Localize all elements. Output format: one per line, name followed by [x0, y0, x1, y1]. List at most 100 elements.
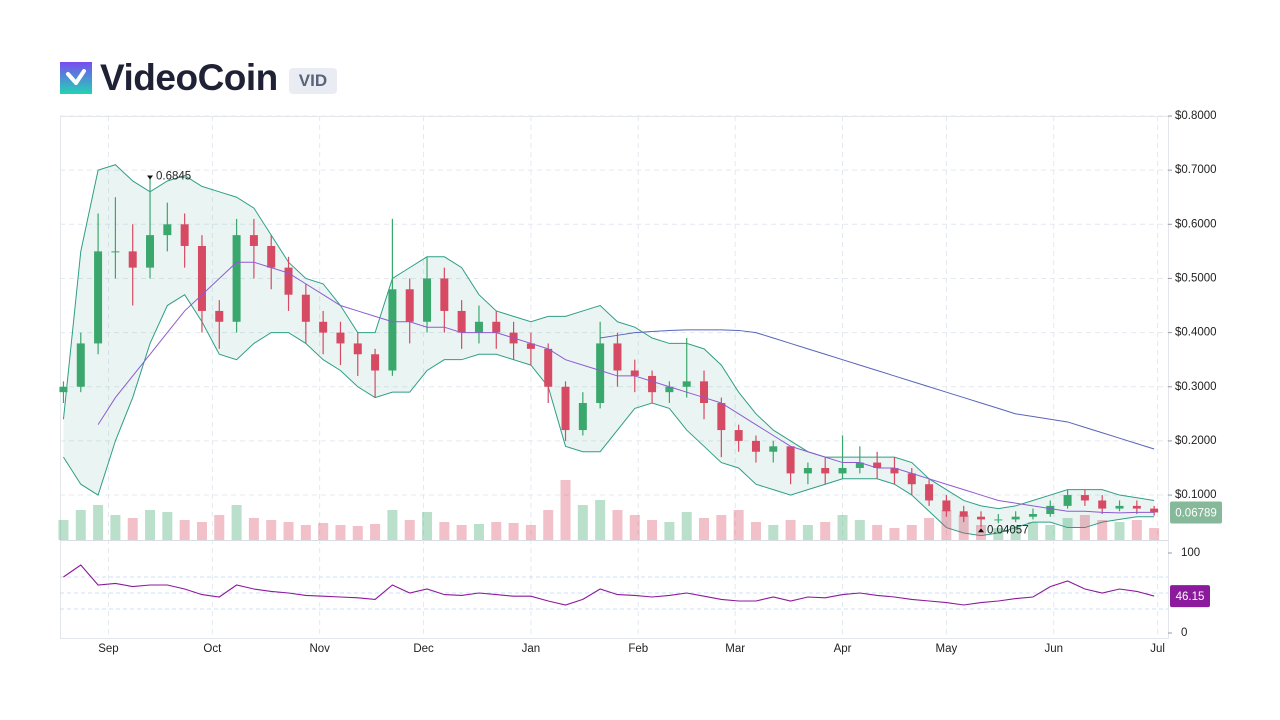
candle-body — [1063, 495, 1072, 506]
candle-body — [76, 343, 85, 387]
candle-body — [544, 348, 553, 387]
volume-bar — [993, 528, 1004, 540]
volume-bar — [110, 515, 121, 540]
candle-body — [578, 402, 587, 431]
bollinger-fill — [63, 164, 1155, 536]
volume-bar — [525, 525, 536, 540]
candle-body — [336, 332, 345, 344]
y-tick-label: $0.3000 — [1175, 381, 1217, 393]
ma-short — [97, 261, 1155, 514]
volume-bar — [335, 525, 346, 540]
volume-bar — [473, 524, 484, 540]
candle-body — [682, 381, 691, 387]
candle-body — [942, 500, 951, 512]
candle-body — [977, 516, 986, 520]
volume-bar — [231, 505, 242, 540]
candle-body — [215, 310, 224, 322]
candle-body — [665, 386, 674, 393]
y-tick-label: $0.6000 — [1175, 218, 1217, 230]
volume-bar — [560, 480, 571, 540]
volume-bar — [958, 515, 969, 540]
volume-bar — [785, 520, 796, 540]
volume-bar — [820, 522, 831, 540]
volume-bar — [93, 505, 104, 540]
volume-bar — [872, 525, 883, 540]
volume-bar — [75, 510, 86, 540]
candle-body — [1132, 505, 1141, 509]
low-annotation: 0.04057 — [987, 524, 1029, 536]
rsi-line — [63, 564, 1155, 606]
x-tick-label: Dec — [413, 643, 434, 655]
volume-bar — [647, 520, 658, 540]
high-annotation: 0.6845 — [156, 171, 191, 183]
volume-bar — [456, 525, 467, 540]
candle-body — [319, 321, 328, 333]
volume-bar — [681, 512, 692, 540]
candle-body — [232, 235, 241, 322]
candle-body — [301, 294, 310, 322]
candle-body — [405, 289, 414, 322]
candle-body — [440, 278, 449, 311]
y-tick-label: $0.7000 — [1175, 164, 1217, 176]
candle-body — [146, 235, 155, 268]
bollinger-lower — [63, 294, 1155, 537]
volume-bar — [889, 528, 900, 540]
candle-body — [821, 467, 830, 474]
candle-body — [561, 386, 570, 431]
x-tick-label: Oct — [203, 643, 222, 655]
volume-bar — [266, 520, 277, 540]
volume-bar — [941, 510, 952, 540]
candle-body — [1011, 516, 1020, 520]
price-badge — [1170, 501, 1222, 524]
volume-bar — [612, 510, 623, 540]
candle-body — [457, 310, 466, 333]
candle-body — [700, 381, 709, 403]
x-tick-label: Nov — [309, 643, 330, 655]
volume-bar — [733, 510, 744, 540]
volume-bar — [162, 512, 173, 540]
candle-body — [59, 386, 68, 393]
candle-body — [128, 251, 137, 268]
candle-body — [959, 511, 968, 517]
candle-body — [492, 321, 501, 333]
volume-bar — [214, 515, 225, 540]
volume-bar — [1045, 525, 1056, 540]
candle-body — [734, 430, 743, 441]
volume-bar — [924, 518, 935, 540]
volume-bar — [248, 518, 259, 540]
volume-bar — [439, 522, 450, 540]
volume-bar — [664, 522, 675, 540]
candle-body — [1046, 505, 1055, 515]
volume-bar — [1010, 526, 1021, 540]
candle-body — [613, 343, 622, 371]
volume-bar — [699, 518, 710, 540]
volume-bar — [595, 500, 606, 540]
bollinger-upper — [62, 164, 1155, 510]
x-tick-label: Sep — [98, 643, 118, 655]
candle-body — [994, 519, 1003, 521]
header: VideoCoin VID — [60, 56, 338, 100]
volume-bar — [422, 512, 433, 540]
y-tick-label: $0.4000 — [1175, 327, 1217, 339]
price-badge-label: 0.06789 — [1175, 507, 1217, 519]
candle-body — [267, 245, 276, 268]
volume-bar — [283, 522, 294, 540]
volume-bar — [127, 518, 138, 540]
x-tick-label: Mar — [725, 643, 745, 655]
candle-body — [717, 402, 726, 431]
high-marker — [147, 175, 154, 180]
volume-bar — [145, 510, 156, 540]
candle-body — [526, 343, 535, 349]
volume-bar — [300, 525, 311, 540]
candle-body — [474, 321, 483, 333]
volume-bar — [854, 520, 865, 540]
volume-bar — [1131, 520, 1142, 540]
title: VideoCoin — [100, 57, 278, 98]
candle-body — [1150, 508, 1159, 513]
x-tick-label: Apr — [834, 643, 852, 655]
y-tick-label: $0.2000 — [1175, 435, 1217, 447]
candle-body — [786, 446, 795, 474]
candle-body — [371, 354, 380, 371]
x-tick-label: Feb — [628, 643, 648, 655]
